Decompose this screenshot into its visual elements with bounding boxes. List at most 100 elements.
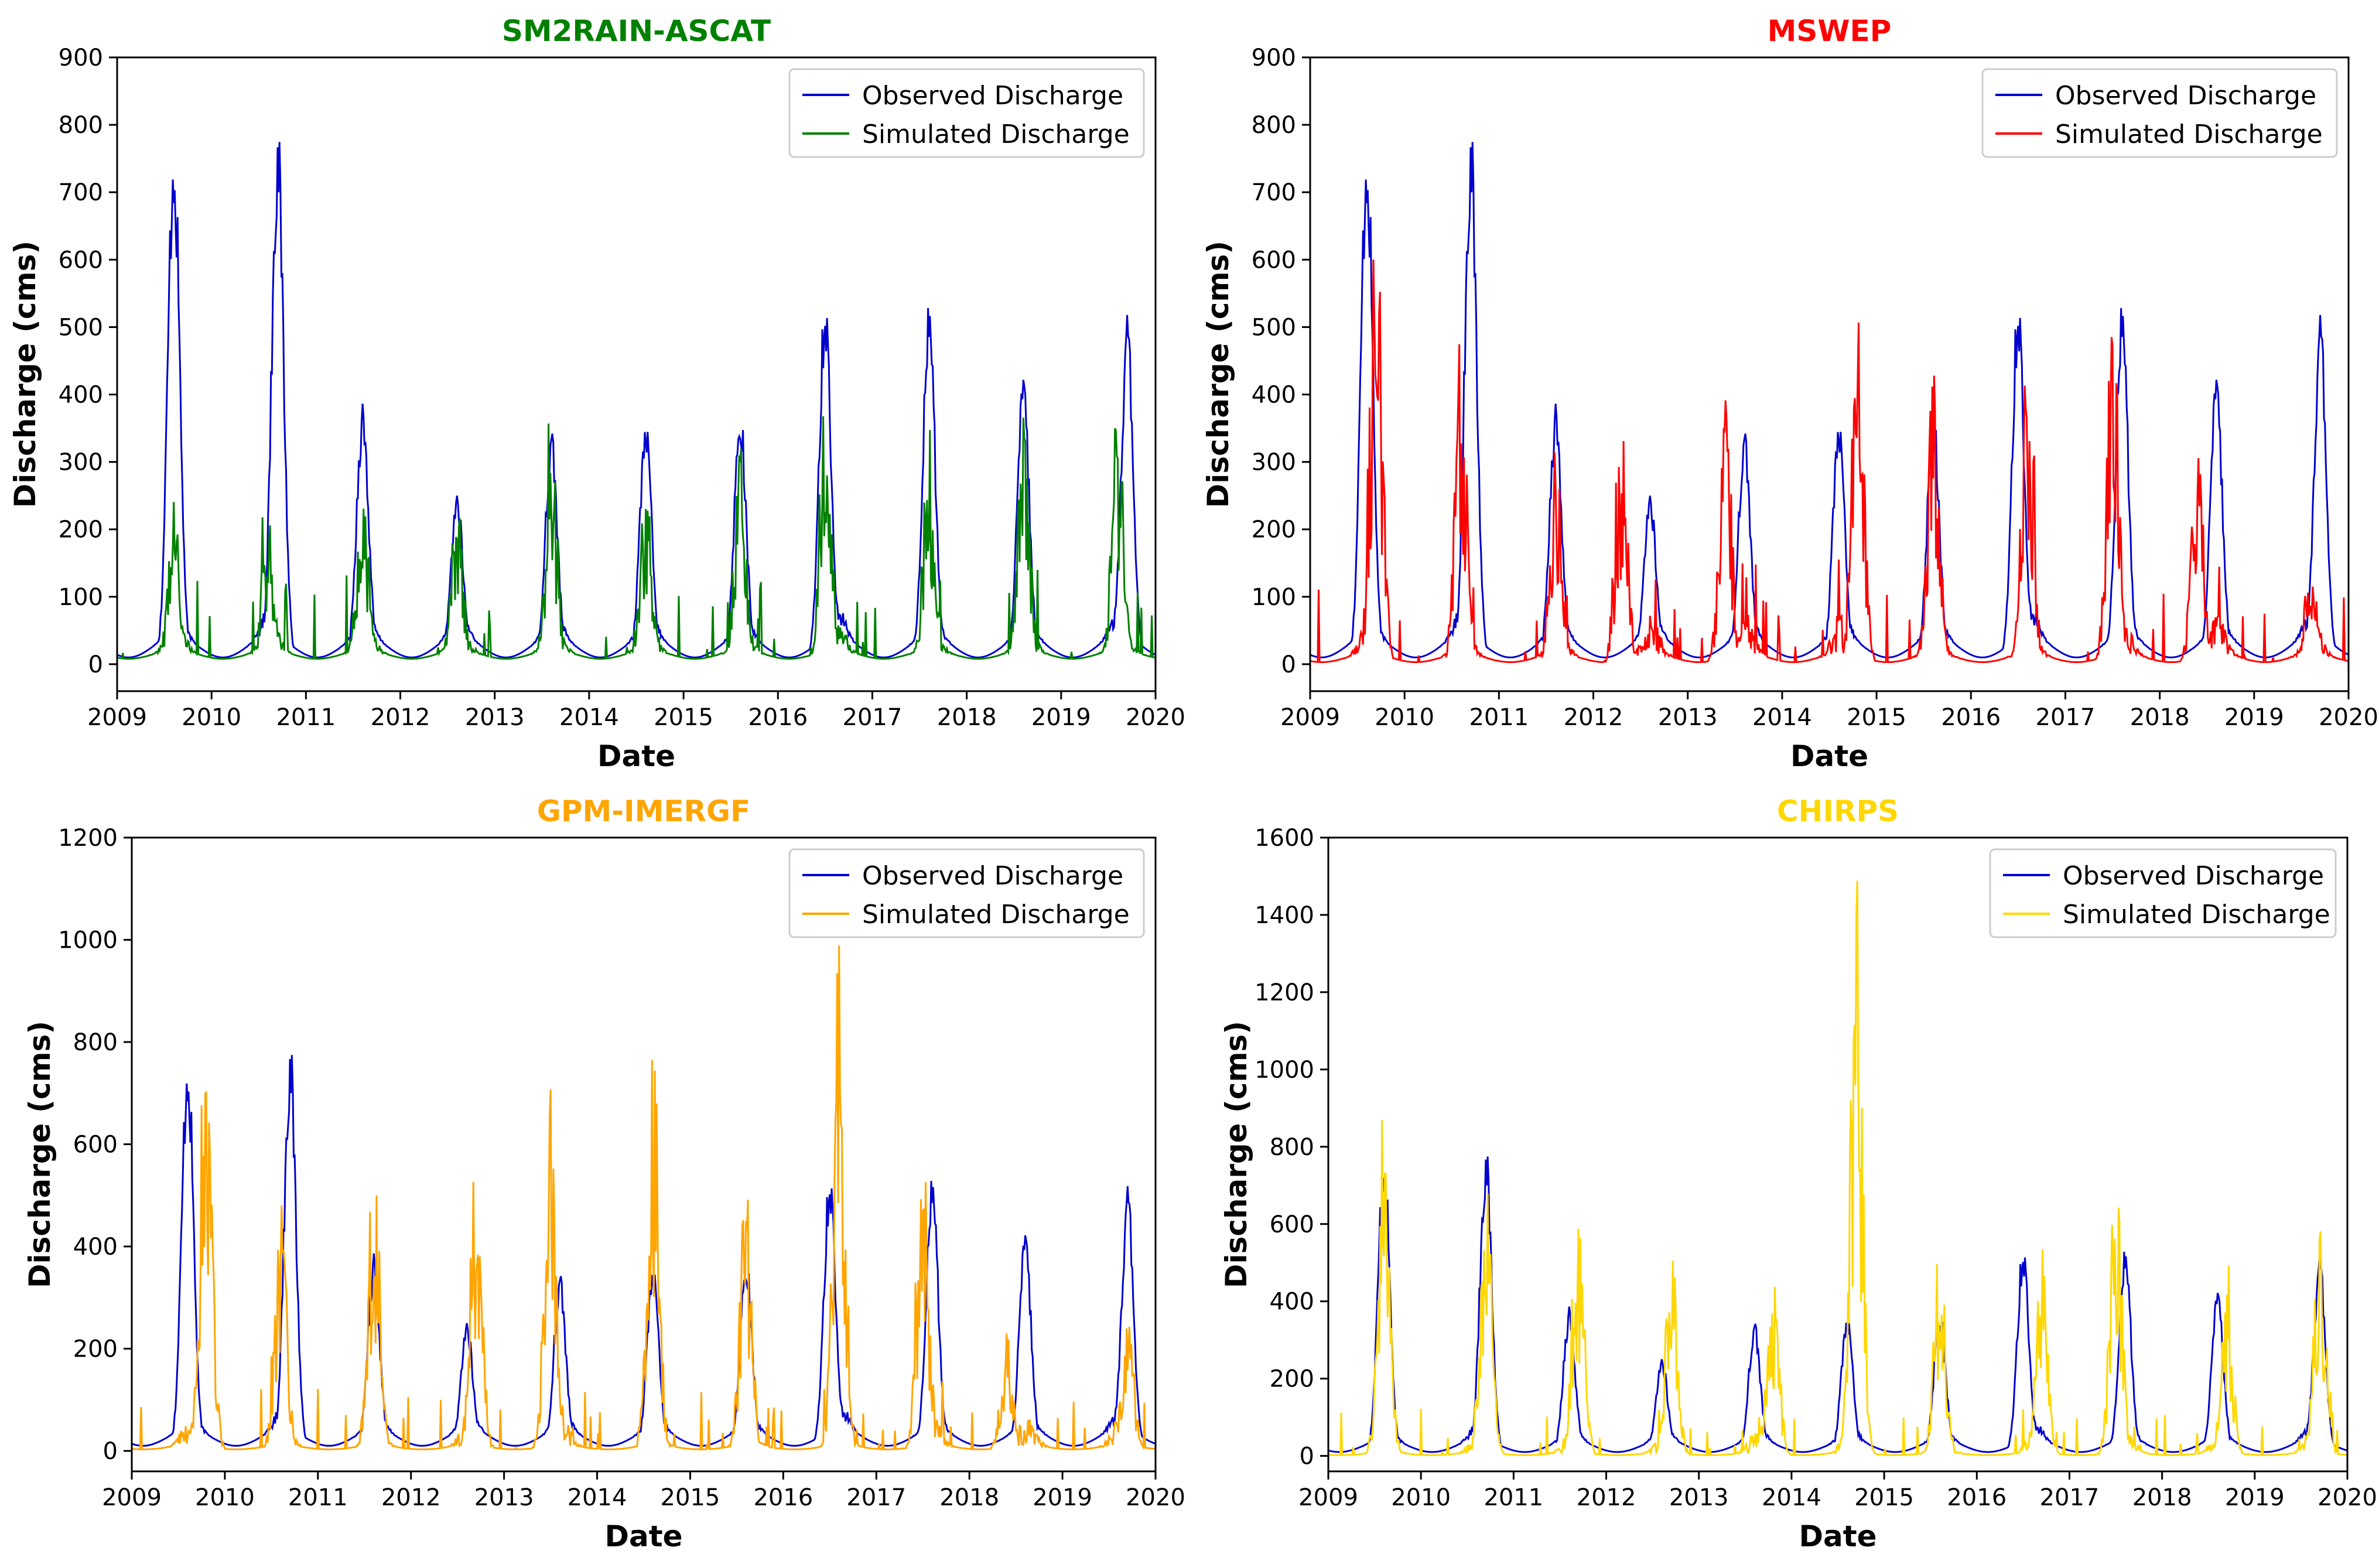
y-tick-label: 1400 — [1255, 902, 1314, 929]
y-tick-label: 0 — [1300, 1443, 1314, 1470]
y-tick-label: 500 — [1252, 314, 1296, 341]
x-tick-label: 2012 — [1577, 1484, 1636, 1511]
x-tick-label: 2020 — [1126, 1484, 1185, 1511]
y-tick-label: 900 — [59, 45, 103, 71]
y-tick-label: 300 — [59, 449, 103, 476]
y-tick-label: 0 — [103, 1438, 118, 1465]
x-tick-label: 2011 — [288, 1484, 348, 1511]
y-tick-label: 200 — [1252, 517, 1296, 544]
legend-label-simulated: Simulated Discharge — [2055, 119, 2323, 149]
y-tick-label: 200 — [1270, 1366, 1314, 1393]
legend-label-observed: Observed Discharge — [862, 861, 1123, 891]
y-tick-label: 600 — [1252, 247, 1296, 274]
chart-title: MSWEP — [1768, 14, 1892, 48]
legend-label-observed: Observed Discharge — [862, 81, 1123, 111]
x-tick-label: 2016 — [753, 1484, 813, 1511]
legend: Observed Discharge Simulated Discharge — [788, 848, 1145, 938]
y-tick-label: 600 — [1270, 1211, 1314, 1238]
y-tick-label: 0 — [1281, 651, 1296, 678]
legend-label-simulated: Simulated Discharge — [2063, 900, 2330, 930]
plot-frame — [131, 836, 1157, 1473]
y-tick-label: 200 — [59, 517, 103, 544]
y-tick-label: 400 — [1270, 1289, 1314, 1316]
x-tick-label: 2017 — [2040, 1484, 2100, 1511]
x-axis-title: Date — [1799, 1519, 1876, 1553]
x-tick-label: 2018 — [937, 704, 997, 731]
x-tick-label: 2019 — [2224, 704, 2284, 731]
y-tick-label: 400 — [59, 382, 103, 409]
x-tick-label: 2015 — [1854, 1484, 1914, 1511]
series-line-observed — [132, 1055, 1156, 1447]
y-axis-title: Discharge (cms) — [1219, 1021, 1253, 1288]
x-tick-label: 2010 — [1375, 704, 1434, 731]
x-axis-title: Date — [604, 1519, 682, 1553]
x-tick-label: 2017 — [2036, 704, 2096, 731]
series-line-simulated — [132, 945, 1156, 1451]
chart-panel-mswep: MSWEP 0 100 200 300 400 500 600 700 800 900 2009 2… — [1201, 14, 2378, 773]
legend: Observed Discharge Simulated Discharge — [1989, 848, 2337, 938]
x-tick-label: 2014 — [568, 1484, 627, 1511]
y-tick-label: 700 — [1252, 179, 1296, 206]
series-line-observed — [1310, 142, 2349, 658]
x-tick-label: 2014 — [1752, 704, 1812, 731]
plot-frame — [1309, 56, 2350, 692]
chart-panel-chirps: CHIRPS 0 200 400 600 800 1000 1200 1400 1600 200… — [1219, 794, 2377, 1553]
chart-title: GPM-IMERGF — [537, 794, 750, 828]
x-axis-title: Date — [1790, 739, 1868, 773]
x-tick-label: 2013 — [1669, 1484, 1729, 1511]
x-tick-label: 2015 — [654, 704, 713, 731]
x-tick-label: 2009 — [102, 1484, 162, 1511]
y-tick-label: 300 — [1252, 449, 1296, 476]
legend-label-observed: Observed Discharge — [2063, 861, 2324, 891]
x-tick-label: 2009 — [1280, 704, 1340, 731]
x-tick-label: 2020 — [2319, 704, 2378, 731]
x-tick-label: 2020 — [2318, 1484, 2377, 1511]
x-tick-label: 2018 — [939, 1484, 999, 1511]
y-tick-label: 1600 — [1255, 825, 1314, 852]
y-tick-label: 600 — [59, 247, 103, 274]
y-tick-label: 1200 — [58, 825, 118, 852]
x-tick-label: 2016 — [748, 704, 808, 731]
legend-box — [1981, 68, 2338, 158]
x-tick-label: 2009 — [1298, 1484, 1358, 1511]
x-tick-label: 2019 — [1033, 1484, 1092, 1511]
x-tick-label: 2018 — [2130, 704, 2190, 731]
x-tick-label: 2018 — [2132, 1484, 2192, 1511]
x-tick-label: 2009 — [87, 704, 147, 731]
legend: Observed Discharge Simulated Discharge — [1981, 68, 2338, 158]
x-tick-label: 2011 — [276, 704, 336, 731]
x-tick-label: 2014 — [1762, 1484, 1821, 1511]
x-tick-label: 2012 — [1564, 704, 1623, 731]
y-tick-label: 800 — [1270, 1134, 1314, 1161]
series-line-observed — [1328, 1156, 2347, 1453]
y-tick-label: 200 — [73, 1336, 118, 1363]
y-tick-label: 100 — [1252, 584, 1296, 611]
y-tick-label: 500 — [59, 314, 103, 341]
y-tick-label: 1200 — [1255, 979, 1314, 1006]
x-tick-label: 2016 — [1941, 704, 2001, 731]
legend: Observed Discharge Simulated Discharge — [788, 68, 1145, 158]
x-tick-label: 2015 — [661, 1484, 720, 1511]
series-line-observed — [117, 142, 1156, 658]
y-tick-label: 800 — [1252, 112, 1296, 139]
plot-frame — [116, 56, 1157, 692]
x-tick-label: 2020 — [1126, 704, 1185, 731]
y-tick-label: 600 — [73, 1132, 118, 1159]
y-tick-label: 400 — [73, 1234, 118, 1260]
x-tick-label: 2013 — [474, 1484, 534, 1511]
y-tick-label: 400 — [1252, 382, 1296, 409]
legend-label-simulated: Simulated Discharge — [862, 900, 1130, 930]
x-tick-label: 2017 — [843, 704, 903, 731]
y-tick-label: 900 — [1252, 45, 1296, 71]
chart-title: CHIRPS — [1777, 794, 1899, 828]
x-tick-label: 2011 — [1484, 1484, 1543, 1511]
legend-label-observed: Observed Discharge — [2055, 81, 2316, 111]
y-axis-title: Discharge (cms) — [23, 1021, 57, 1288]
x-tick-label: 2014 — [559, 704, 619, 731]
y-tick-label: 0 — [88, 651, 103, 678]
x-axis-title: Date — [597, 739, 675, 773]
chart-panel-gpm-imergf: GPM-IMERGF 0 200 400 600 800 1000 1200 2009 201… — [23, 794, 1185, 1553]
x-tick-label: 2019 — [2225, 1484, 2285, 1511]
series-line-simulated — [1328, 880, 2347, 1457]
legend-box — [788, 848, 1145, 938]
